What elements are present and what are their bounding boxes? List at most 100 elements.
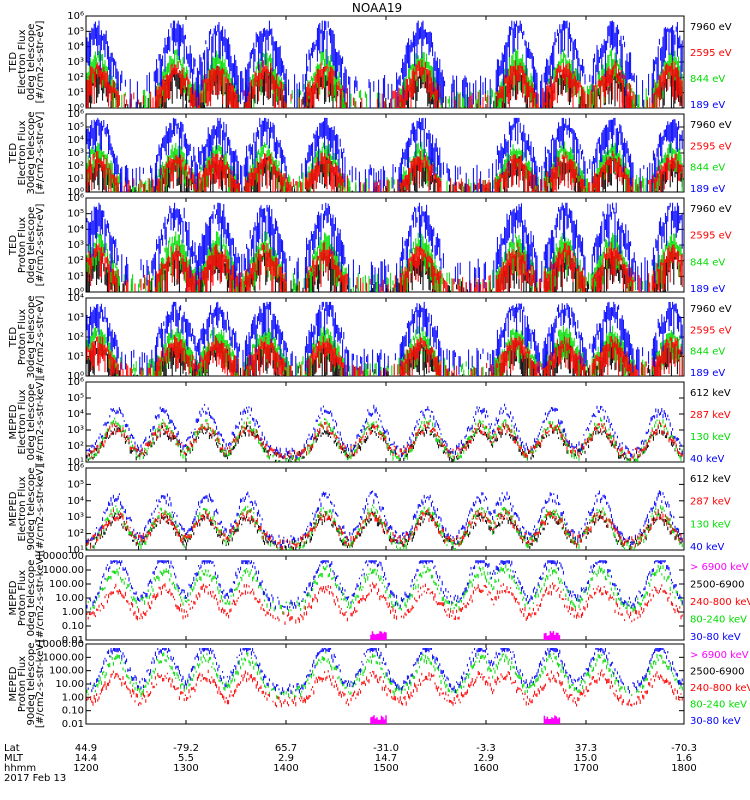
y-tick-label: 10⁶ bbox=[67, 11, 84, 22]
y-tick-label: 10.00 bbox=[55, 593, 84, 604]
y-tick-label: 10² bbox=[67, 332, 84, 343]
legend-entry: 844 eV bbox=[690, 163, 725, 174]
time-tick-label: 14.4 bbox=[75, 753, 97, 764]
time-axis-row-label: Lat bbox=[4, 743, 20, 754]
y-axis-label: [#/cm2-s-str-eV] bbox=[35, 204, 46, 287]
legend-entry: 2595 eV bbox=[690, 48, 732, 59]
y-tick-label: 10⁴ bbox=[67, 135, 84, 146]
series-group bbox=[86, 490, 683, 550]
legend-entry: 7960 eV bbox=[690, 204, 732, 215]
y-tick-label: 10¹ bbox=[67, 457, 84, 468]
series-trace-red bbox=[86, 669, 683, 708]
time-tick-label: 1500 bbox=[373, 763, 398, 774]
y-tick-label: 10⁰ bbox=[67, 371, 84, 382]
legend-entry: 189 eV bbox=[690, 284, 725, 295]
y-tick-label: 10⁴ bbox=[67, 496, 84, 507]
y-tick-label: 10⁶ bbox=[67, 109, 84, 120]
series-trace-blue bbox=[86, 490, 683, 549]
y-axis-label: 0deg telescope bbox=[26, 207, 37, 284]
series-trace-red bbox=[86, 59, 683, 108]
y-tick-label: 10⁰ bbox=[67, 287, 84, 298]
y-tick-label: 100.00 bbox=[49, 666, 84, 677]
time-tick-label: 1400 bbox=[273, 763, 298, 774]
y-axis-label: [#/cm2-s-str-eV] bbox=[35, 112, 46, 195]
y-axis-label: [#/cm2-s-str-keV] bbox=[35, 465, 46, 553]
y-tick-label: 1000.00 bbox=[43, 652, 84, 663]
date-label: 2017 Feb 13 bbox=[4, 773, 66, 784]
y-axis-label: [#/cm2-s-str-eV] bbox=[35, 296, 46, 379]
time-axis-row-label: hhmm bbox=[4, 763, 36, 774]
series-trace-blue bbox=[86, 403, 683, 459]
time-tick-label: 2.9 bbox=[478, 753, 494, 764]
y-axis-label: TED bbox=[8, 327, 19, 348]
y-tick-label: 10³ bbox=[67, 512, 84, 523]
y-tick-label: 10.00 bbox=[55, 679, 84, 690]
series-trace-blue bbox=[86, 202, 683, 292]
y-axis-label: 0deg telescope bbox=[26, 384, 37, 461]
y-tick-label: 10000.00 bbox=[36, 551, 84, 562]
time-tick-label: 65.7 bbox=[275, 743, 297, 754]
series-trace-blue bbox=[86, 20, 683, 108]
y-tick-label: 1.00 bbox=[62, 692, 84, 703]
series-trace-black bbox=[86, 424, 683, 462]
y-axis-label: Proton Flux bbox=[17, 309, 28, 365]
y-tick-label: 10⁶ bbox=[67, 463, 84, 474]
y-tick-label: 0.01 bbox=[62, 719, 84, 730]
y-tick-label: 10¹ bbox=[67, 545, 84, 556]
y-tick-label: 10⁴ bbox=[67, 293, 84, 304]
time-tick-label: 15.0 bbox=[575, 753, 597, 764]
y-tick-label: 10⁶ bbox=[67, 377, 84, 388]
legend-entry: 80-240 keV bbox=[690, 615, 747, 626]
legend-entry: 7960 eV bbox=[690, 304, 732, 315]
legend-entry: 2595 eV bbox=[690, 325, 732, 336]
series-trace-blue bbox=[86, 560, 683, 610]
legend-entry: 844 eV bbox=[690, 257, 725, 268]
legend-entry: 287 keV bbox=[690, 497, 731, 508]
y-tick-label: 10² bbox=[67, 161, 84, 172]
time-tick-label: -31.0 bbox=[373, 743, 399, 754]
y-axis-label: [#/cm2-s-str-keV] bbox=[35, 378, 46, 466]
series-trace-red bbox=[86, 335, 683, 376]
panel-frame bbox=[85, 467, 685, 551]
y-axis-label: TED bbox=[8, 235, 19, 256]
time-tick-label: 1200 bbox=[73, 763, 98, 774]
time-tick-label: 44.9 bbox=[75, 743, 97, 754]
time-tick-label: 1600 bbox=[473, 763, 498, 774]
y-tick-label: 10¹ bbox=[67, 88, 84, 99]
legend-entry: 612 keV bbox=[690, 388, 731, 399]
y-tick-label: 0.10 bbox=[62, 706, 84, 717]
y-tick-label: 10000.00 bbox=[36, 639, 84, 650]
y-tick-label: 0.01 bbox=[62, 635, 84, 646]
series-group bbox=[86, 202, 683, 292]
series-trace-magenta bbox=[370, 631, 561, 640]
y-tick-label: 10¹ bbox=[67, 352, 84, 363]
y-axis-label: Electron Flux bbox=[17, 120, 28, 185]
series-trace-red bbox=[86, 582, 683, 625]
legend-entry: 2595 eV bbox=[690, 141, 732, 152]
legend-entry: 287 keV bbox=[690, 410, 731, 421]
legend-entry: 2500-6900 bbox=[690, 667, 745, 678]
y-tick-label: 10⁵ bbox=[67, 26, 84, 37]
series-trace-blue bbox=[87, 648, 683, 695]
time-tick-label: -79.2 bbox=[173, 743, 199, 754]
y-axis-label: 0deg telescope bbox=[26, 24, 37, 101]
series-group bbox=[86, 20, 683, 108]
y-tick-label: 10⁵ bbox=[67, 209, 84, 220]
legend-entry: > 6900 keV bbox=[690, 650, 749, 661]
y-tick-label: 1.00 bbox=[62, 607, 84, 618]
y-tick-label: 10⁵ bbox=[67, 393, 84, 404]
legend-entry: 189 eV bbox=[690, 368, 725, 379]
legend-entry: 2595 eV bbox=[690, 231, 732, 242]
y-axis-label: TED bbox=[8, 52, 19, 73]
series-trace-green bbox=[87, 417, 683, 462]
time-tick-label: 5.5 bbox=[178, 753, 194, 764]
y-axis-label: Electron Flux bbox=[17, 476, 28, 541]
legend-entry: 130 keV bbox=[690, 519, 731, 530]
y-axis-label: Electron Flux bbox=[17, 389, 28, 454]
